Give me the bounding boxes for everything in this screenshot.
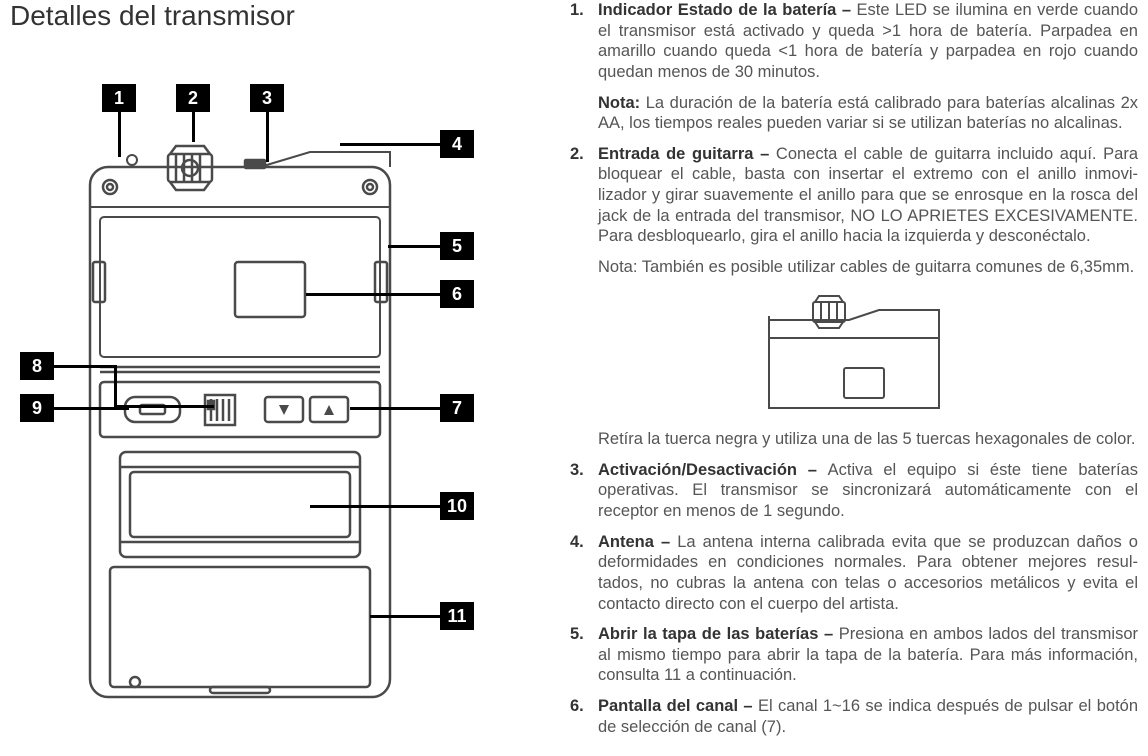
page-title: Detalles del transmisor [10, 0, 540, 32]
item-2-afterfig: Retíra la tuerca negra y utiliza una de … [598, 429, 1138, 450]
item-4: 4. Antena – La antena interna calibrada … [570, 532, 1138, 615]
item-heading: Pantalla del canal – [598, 697, 758, 715]
afterfig-text: Retíra la tuerca negra y utiliza una de … [598, 430, 1136, 448]
item-2-subnote: Nota: También es posible utilizar cables… [598, 257, 1138, 278]
jack-mini-diagram [570, 288, 1138, 424]
callout-3: 3 [250, 84, 284, 112]
callout-11: 11 [440, 602, 474, 630]
item-3: 3. Activación/Desactivación – Activa el … [570, 460, 1138, 522]
item-1-note: Nota: La duración de la batería está cal… [598, 93, 1138, 134]
item-1: 1. Indicador Estado de la batería – Este… [570, 0, 1138, 83]
callout-9: 9 [20, 394, 54, 422]
callout-2: 2 [176, 84, 210, 112]
device-svg [70, 112, 410, 722]
transmitter-diagram: 1 2 3 4 5 6 7 8 9 10 11 [10, 62, 530, 722]
item-num: 3. [570, 460, 584, 481]
item-body: La antena interna calibrada evita que se… [598, 533, 1138, 613]
callout-1: 1 [102, 84, 136, 112]
callout-10: 10 [440, 492, 474, 520]
item-num: 5. [570, 624, 584, 645]
item-heading: Entrada de guitarra – [598, 145, 776, 163]
item-heading: Antena – [598, 533, 677, 551]
callout-4: 4 [440, 130, 474, 158]
item-6: 6. Pantalla del canal – El canal 1~16 se… [570, 696, 1138, 737]
item-5: 5. Abrir la tapa de las baterías – Presi… [570, 624, 1138, 686]
callout-7: 7 [440, 394, 474, 422]
item-num: 2. [570, 144, 584, 165]
item-num: 6. [570, 696, 584, 717]
item-heading: Activación/Desactivación – [598, 461, 828, 479]
callout-6: 6 [440, 280, 474, 308]
callout-5: 5 [440, 232, 474, 260]
subnote-text: Nota: También es posible utilizar cables… [598, 258, 1134, 276]
note-text: La duración de la batería está calibrado… [598, 94, 1138, 133]
description-list: 1. Indicador Estado de la batería – Este… [560, 0, 1148, 756]
item-2: 2. Entrada de guitarra – Conecta el cabl… [570, 144, 1138, 247]
note-label: Nota: [598, 94, 646, 112]
item-heading: Indicador Estado de la batería – [598, 1, 857, 19]
item-num: 4. [570, 532, 584, 553]
item-num: 1. [570, 0, 584, 21]
item-heading: Abrir la tapa de las baterías – [598, 625, 839, 643]
callout-8: 8 [20, 352, 54, 380]
